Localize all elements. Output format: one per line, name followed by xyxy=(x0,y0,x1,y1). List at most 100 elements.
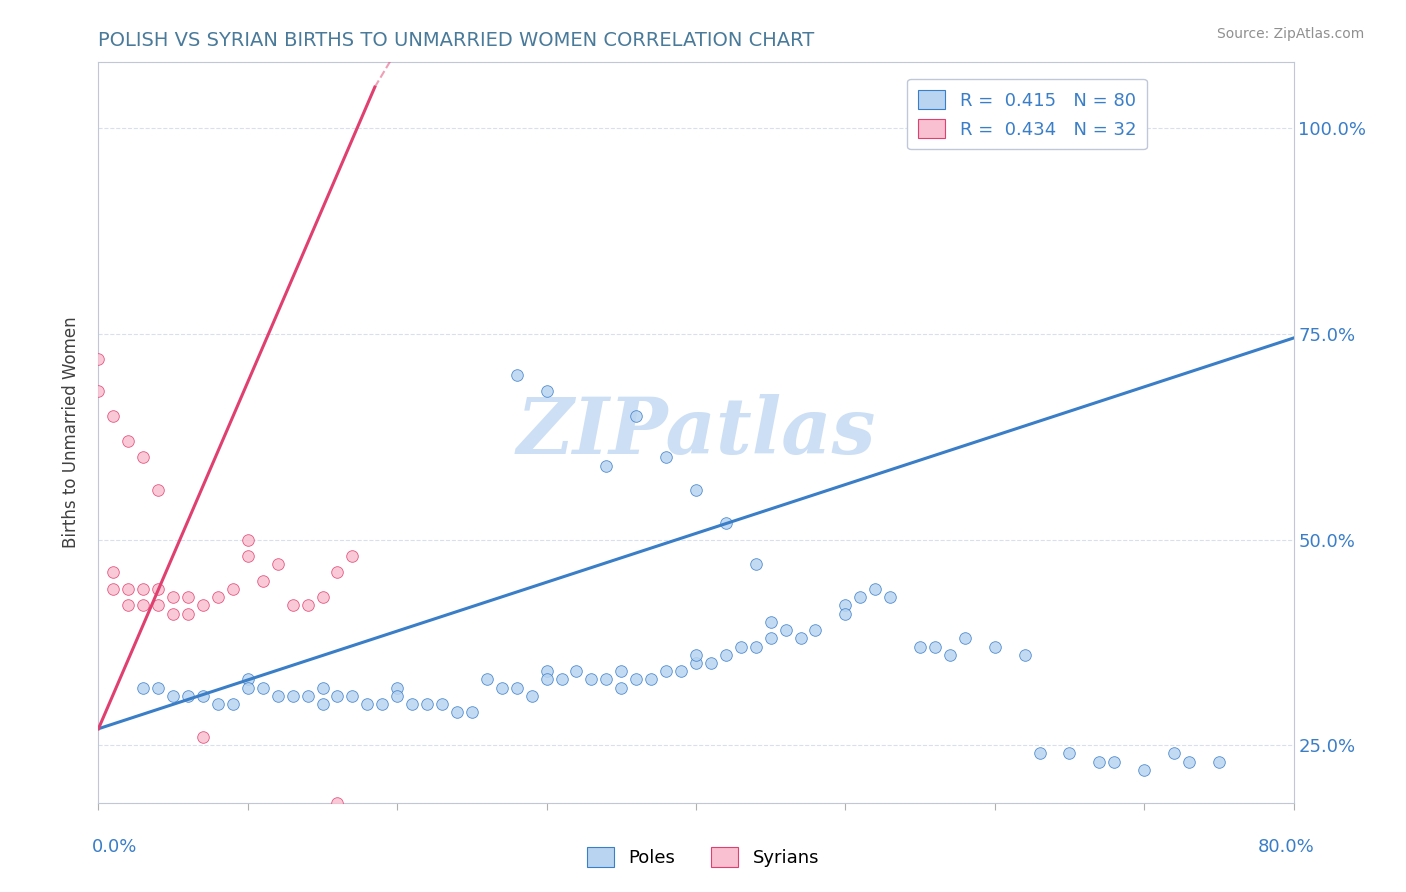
Point xyxy=(595,673,617,687)
Point xyxy=(326,796,349,810)
Point xyxy=(297,599,319,613)
Point xyxy=(148,599,170,613)
Point xyxy=(804,623,827,637)
Point xyxy=(103,409,125,424)
Text: ZIPatlas: ZIPatlas xyxy=(516,394,876,471)
Point xyxy=(879,590,901,604)
Point xyxy=(117,434,139,448)
Point xyxy=(669,664,692,678)
Point xyxy=(236,533,259,547)
Point xyxy=(984,640,1007,654)
Point xyxy=(506,368,529,382)
Point xyxy=(117,599,139,613)
Point xyxy=(908,640,931,654)
Point xyxy=(700,656,723,670)
Text: Source: ZipAtlas.com: Source: ZipAtlas.com xyxy=(1216,27,1364,41)
Point xyxy=(207,697,229,711)
Legend: R =  0.415   N = 80, R =  0.434   N = 32: R = 0.415 N = 80, R = 0.434 N = 32 xyxy=(907,78,1147,149)
Point xyxy=(148,483,170,498)
Point xyxy=(281,599,304,613)
Text: POLISH VS SYRIAN BIRTHS TO UNMARRIED WOMEN CORRELATION CHART: POLISH VS SYRIAN BIRTHS TO UNMARRIED WOM… xyxy=(98,30,814,50)
Point xyxy=(430,697,453,711)
Point xyxy=(1088,755,1111,769)
Point xyxy=(342,549,364,563)
Point xyxy=(103,566,125,580)
Point xyxy=(326,689,349,703)
Point xyxy=(236,549,259,563)
Point xyxy=(610,681,633,695)
Point xyxy=(191,689,214,703)
Point xyxy=(491,681,513,695)
Point xyxy=(536,384,558,399)
Point xyxy=(655,664,678,678)
Point xyxy=(87,384,110,399)
Point xyxy=(685,656,707,670)
Point xyxy=(207,590,229,604)
Point xyxy=(685,483,707,498)
Point xyxy=(148,681,170,695)
Point xyxy=(162,689,184,703)
Point xyxy=(446,706,468,720)
Point xyxy=(865,582,887,596)
Point xyxy=(536,664,558,678)
Point xyxy=(132,681,155,695)
Point xyxy=(191,730,214,744)
Point xyxy=(132,450,155,465)
Point xyxy=(1059,747,1081,761)
Point xyxy=(222,697,245,711)
Point xyxy=(939,648,962,662)
Point xyxy=(416,697,439,711)
Point xyxy=(924,640,946,654)
Point xyxy=(222,582,245,596)
Point xyxy=(834,607,856,621)
Point xyxy=(953,632,976,646)
Point xyxy=(342,689,364,703)
Point xyxy=(132,599,155,613)
Point xyxy=(655,450,678,465)
Point xyxy=(191,599,214,613)
Point xyxy=(640,673,662,687)
Point xyxy=(685,648,707,662)
Point xyxy=(626,409,648,424)
Point xyxy=(236,673,259,687)
Point xyxy=(252,681,274,695)
Point xyxy=(1163,747,1185,761)
Point xyxy=(1028,747,1050,761)
Point xyxy=(610,664,633,678)
Point xyxy=(745,558,768,572)
Point xyxy=(401,697,423,711)
Point xyxy=(626,673,648,687)
Point xyxy=(311,697,333,711)
Point xyxy=(326,566,349,580)
Text: 80.0%: 80.0% xyxy=(1258,838,1315,856)
Point xyxy=(745,640,768,654)
Point xyxy=(162,607,184,621)
Point xyxy=(311,590,333,604)
Point xyxy=(475,673,498,687)
Point xyxy=(759,632,782,646)
Point xyxy=(356,697,378,711)
Point xyxy=(177,689,200,703)
Point xyxy=(714,648,737,662)
Point xyxy=(252,574,274,588)
Point xyxy=(132,582,155,596)
Y-axis label: Births to Unmarried Women: Births to Unmarried Women xyxy=(62,317,80,549)
Point xyxy=(1178,755,1201,769)
Point xyxy=(385,681,409,695)
Point xyxy=(849,590,872,604)
Point xyxy=(1133,763,1156,777)
Point xyxy=(789,632,811,646)
Text: 0.0%: 0.0% xyxy=(91,838,136,856)
Point xyxy=(148,582,170,596)
Point xyxy=(1014,648,1036,662)
Point xyxy=(550,673,572,687)
Point xyxy=(311,681,333,695)
Point xyxy=(371,697,394,711)
Point xyxy=(103,582,125,596)
Point xyxy=(267,689,290,703)
Point xyxy=(1208,755,1230,769)
Point xyxy=(236,681,259,695)
Point xyxy=(730,640,752,654)
Point xyxy=(281,689,304,703)
Point xyxy=(565,664,588,678)
